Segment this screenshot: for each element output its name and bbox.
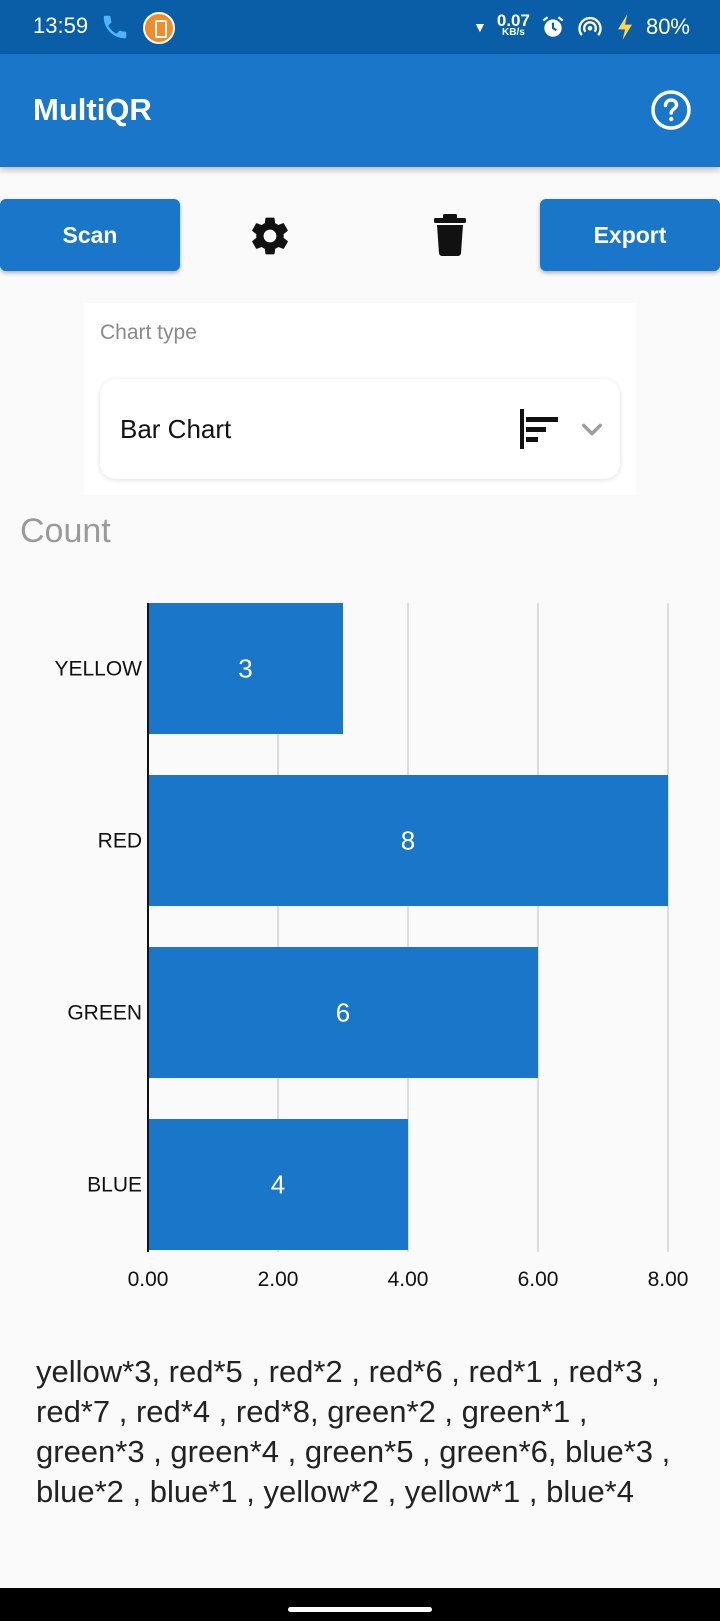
- download-arrow-icon: ▼: [473, 19, 487, 35]
- x-tick-label: 4.00: [388, 1268, 429, 1291]
- export-button[interactable]: Export: [540, 199, 720, 271]
- bar-value-label: 8: [401, 826, 415, 856]
- network-speed-unit: KB/s: [502, 27, 525, 38]
- network-speed-value: 0.07: [496, 11, 530, 30]
- help-circle-icon[interactable]: [650, 89, 692, 131]
- battery-level: 80%: [645, 14, 690, 39]
- category-label: BLUE: [87, 1174, 142, 1197]
- category-label: RED: [98, 830, 142, 853]
- bar-value-label: 3: [238, 654, 252, 684]
- trash-icon[interactable]: [433, 214, 467, 256]
- bar-value-label: 6: [336, 998, 350, 1028]
- scan-button[interactable]: Scan: [0, 199, 180, 271]
- phone-icon: [103, 15, 127, 39]
- home-gesture-handle[interactable]: [288, 1607, 432, 1612]
- chevron-down-icon: [582, 423, 602, 436]
- alarm-icon: [542, 16, 564, 37]
- x-tick-label: 0.00: [128, 1268, 169, 1291]
- charging-icon: [617, 14, 632, 40]
- scan-summary-text: yellow*3, red*5 , red*2 , red*6 , red*1 …: [36, 1354, 671, 1509]
- app-bar: MultiQR: [0, 54, 720, 167]
- category-label: GREEN: [67, 1002, 142, 1025]
- status-time: 13:59: [33, 13, 89, 38]
- network-speed: 0.07 KB/s: [496, 11, 530, 39]
- bar: [148, 775, 668, 906]
- app-title: MultiQR: [33, 92, 152, 127]
- category-label: YELLOW: [54, 658, 142, 681]
- x-tick-label: 6.00: [518, 1268, 559, 1291]
- navigation-bar: [0, 1588, 720, 1621]
- bar-value-label: 4: [271, 1170, 285, 1200]
- chart-type-panel: Chart type Bar Chart: [84, 303, 636, 495]
- x-tick-label: 2.00: [258, 1268, 299, 1291]
- gear-icon[interactable]: [248, 214, 292, 258]
- bar: [148, 1119, 408, 1250]
- hotspot-icon: [578, 16, 602, 36]
- status-indicators: ▼ 0.07 KB/s 80%: [473, 10, 690, 44]
- bar: [148, 947, 538, 1078]
- notification-app-icon: [143, 12, 175, 44]
- bar-chart: 0.00 2.00 4.00 6.00 8.00 3 YELLOW 8 RED 6 GREEN 4 BL…: [54, 603, 689, 1291]
- bar-chart-icon: [520, 409, 558, 449]
- chart-type-label: Chart type: [100, 321, 197, 344]
- x-tick-label: 8.00: [648, 1268, 689, 1291]
- chart-title: Count: [20, 512, 111, 550]
- status-bar: 13:59 ▼ 0.07 KB/s 80%: [0, 0, 720, 54]
- chart-type-dropdown[interactable]: Bar Chart: [100, 379, 620, 479]
- bar: [148, 603, 343, 734]
- chart-type-selected: Bar Chart: [120, 414, 232, 444]
